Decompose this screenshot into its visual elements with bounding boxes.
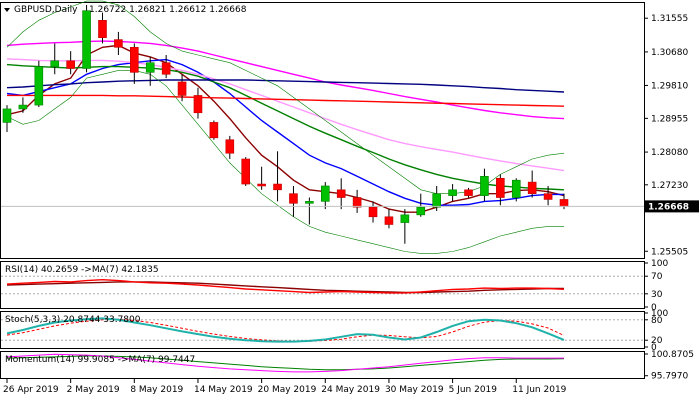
symbol-dropdown-icon — [4, 8, 10, 12]
momentum-panel-frame — [0, 351, 645, 379]
candle-body — [241, 158, 251, 185]
candle-body — [480, 176, 489, 196]
indicator-line-1 — [6, 58, 564, 206]
date-tick-label: 24 May 2019 — [321, 385, 380, 395]
sub-axis-tick-label: 80 — [651, 316, 663, 326]
price-tick-label: 1.28955 — [651, 114, 688, 124]
candle-body — [114, 39, 123, 48]
date-tick-label: 8 May 2019 — [130, 385, 183, 395]
price-tick-label: 1.30680 — [651, 48, 688, 58]
candle-body — [305, 201, 314, 204]
sub-axis-tick-label: 100 — [651, 309, 668, 319]
price-tick-label: 1.31555 — [651, 14, 688, 24]
candle-body — [193, 95, 203, 114]
candle-body — [50, 60, 60, 67]
rsi-lines — [6, 278, 565, 294]
candle-body — [34, 66, 44, 106]
price-tick-label: 1.25505 — [651, 247, 688, 257]
candle-body — [496, 177, 505, 198]
date-axis: 26 Apr 2019 2 May 2019 8 May 2019 14 May 20… — [3, 379, 567, 395]
candle-body — [225, 139, 235, 154]
indicator-line-6 — [7, 94, 565, 107]
rsi-axis: 100 70 30 0 — [644, 259, 668, 313]
candlestick-series — [2, 4, 569, 244]
sub-axis-tick-label: 70 — [651, 272, 663, 282]
candle-body — [145, 62, 155, 73]
candle-body — [209, 122, 219, 139]
rsi-levels — [1, 275, 644, 295]
stoch-main-line — [6, 317, 565, 343]
momentum-label: Momentum(14) 99.9085 ->MA(7) 99.7447 — [5, 355, 195, 365]
candle-body — [448, 189, 457, 196]
candle-body — [130, 46, 139, 73]
sub-axis-tick-label: 30 — [651, 290, 663, 300]
candle-body — [511, 179, 521, 198]
last-price-label: 1.26668 — [648, 202, 689, 212]
indicator-line-3 — [6, 40, 565, 120]
ohlc-label: 1.26722 1.26821 1.26612 1.26668 — [89, 5, 247, 15]
stoch-panel-frame — [0, 311, 645, 349]
price-tick-label: 1.27230 — [651, 181, 688, 191]
candle-body — [543, 193, 553, 200]
candle-body — [464, 189, 473, 196]
date-tick-label: 5 Jun 2019 — [449, 385, 498, 395]
candle-body — [432, 193, 441, 208]
rsi-panel-frame — [0, 261, 645, 309]
indicator-line-4 — [6, 58, 565, 172]
stoch-label: Stoch(5,3,3) 20.8744 33.7800 — [5, 315, 141, 325]
main-panel-frame — [0, 2, 645, 259]
date-tick-label: 20 May 2019 — [258, 385, 317, 395]
candle-body — [416, 206, 426, 216]
candle-body — [320, 185, 330, 202]
sub-axis-tick-label: 20 — [651, 336, 663, 346]
date-tick-label: 14 May 2019 — [194, 385, 253, 395]
candle-body — [161, 62, 171, 75]
momentum-axis: 100.8705 95.7970 — [644, 350, 694, 382]
price-tick-label: 1.28080 — [651, 148, 688, 158]
candle-body — [559, 199, 569, 207]
date-tick-label: 11 Jun 2019 — [512, 385, 566, 395]
main-panel-indicator-lines — [6, 0, 565, 254]
rsi-label: RSI(14) 40.2659 ->MA(7) 42.1835 — [5, 265, 159, 275]
indicator-line-2 — [6, 63, 565, 191]
stoch-lines — [6, 317, 565, 343]
candle-body — [177, 81, 187, 96]
momentum-lines — [6, 353, 565, 373]
candle-body — [18, 104, 28, 110]
candle-body — [384, 216, 394, 225]
date-tick-label: 2 May 2019 — [67, 385, 120, 395]
momentum-line — [6, 353, 564, 373]
price-tick-label: 1.29810 — [651, 81, 688, 91]
indicator-line-5 — [6, 79, 565, 93]
rsi-ma-line — [6, 281, 565, 294]
candle-body — [82, 10, 91, 69]
candle-body — [368, 206, 378, 218]
last-price-box — [645, 200, 699, 213]
candle-body — [257, 183, 266, 187]
sub-axis-tick-label: 100 — [651, 259, 668, 269]
candle-body — [273, 183, 282, 191]
rsi-line — [6, 278, 565, 294]
sub-axis-tick-label: 0 — [651, 343, 657, 353]
date-tick-label: 30 May 2019 — [385, 385, 444, 395]
candle-body — [527, 181, 537, 194]
indicator-line-7 — [6, 70, 564, 254]
sub-axis-tick-label: 95.7970 — [651, 372, 688, 382]
candle-body — [352, 197, 362, 208]
symbol-label: GBPUSD,Daily — [14, 5, 78, 15]
sub-axis-tick-label: 0 — [651, 303, 657, 313]
sub-axis-tick-label: 100.8705 — [651, 350, 694, 360]
date-tick-label: 26 Apr 2019 — [3, 385, 59, 395]
candle-body — [336, 189, 346, 198]
candle-body — [400, 214, 410, 223]
candle-body — [98, 20, 107, 38]
candle-body — [2, 108, 12, 123]
candle-body — [289, 193, 298, 204]
candle-body — [66, 60, 75, 69]
indicator-line-0 — [6, 44, 565, 213]
